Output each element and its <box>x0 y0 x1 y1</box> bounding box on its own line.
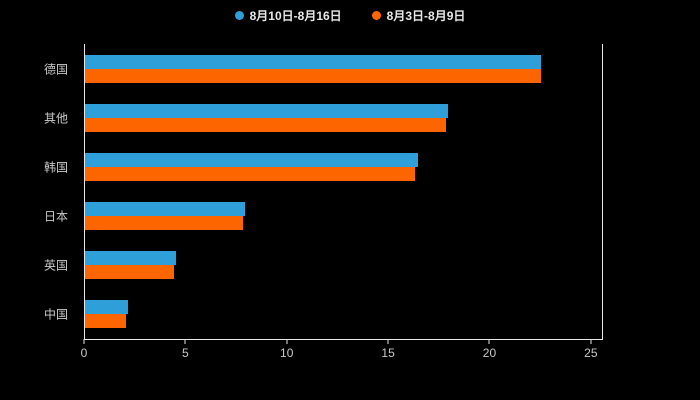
y-axis-category-labels: 德国其他韩国日本英国中国 <box>0 44 76 339</box>
x-axis-tick-mark <box>387 339 389 344</box>
bar-series-1 <box>85 265 175 280</box>
bar-group <box>85 44 602 93</box>
bar-series-1 <box>85 216 244 231</box>
y-axis-label: 韩国 <box>43 160 68 175</box>
bar-series-1 <box>85 68 542 83</box>
x-axis-tick-mark <box>184 339 186 344</box>
x-axis-tick-label: 15 <box>381 346 395 360</box>
bar-series-1 <box>85 166 416 181</box>
bar-series-0 <box>85 202 246 217</box>
y-axis-label: 英国 <box>43 258 68 273</box>
chart-legend: 8月10日-8月16日 8月3日-8月9日 <box>0 7 700 24</box>
legend-dot-icon <box>234 11 244 20</box>
legend-label: 8月3日-8月9日 <box>386 9 466 23</box>
bar-series-0 <box>85 54 542 69</box>
bar-group <box>85 142 602 191</box>
bar-series-0 <box>85 152 418 167</box>
y-axis-label: 中国 <box>43 307 68 322</box>
x-axis-tick-label: 20 <box>482 346 497 360</box>
bar-series-0 <box>85 103 448 118</box>
x-axis-tick-label: 0 <box>80 346 88 360</box>
bar-group <box>85 192 602 241</box>
x-axis-tick-mark <box>286 339 288 344</box>
y-axis-label: 日本 <box>43 209 68 224</box>
bar-series-1 <box>85 117 446 132</box>
bar-group <box>85 241 602 290</box>
legend-dot-icon <box>371 11 381 20</box>
bar-series-1 <box>85 314 126 329</box>
x-axis-tick-label: 5 <box>182 346 189 360</box>
y-axis-label: 其他 <box>43 111 68 126</box>
legend-item-series-0[interactable]: 8月10日-8月16日 <box>234 7 342 24</box>
x-axis-tick-mark <box>488 339 490 344</box>
x-axis-tick-label: 10 <box>280 346 294 360</box>
plot-area <box>84 44 603 340</box>
bar-series-0 <box>85 251 177 266</box>
x-axis-tick-mark <box>83 339 85 344</box>
x-axis: 0 5 10 15 20 25 <box>80 339 601 363</box>
bar-series-0 <box>85 300 128 315</box>
x-axis-tick-mark <box>590 339 592 344</box>
legend-item-series-1[interactable]: 8月3日-8月9日 <box>371 7 466 24</box>
x-axis-tick-label: 25 <box>584 346 598 360</box>
legend-label: 8月10日-8月16日 <box>249 9 342 23</box>
bar-group <box>85 290 602 339</box>
bar-group <box>85 93 602 142</box>
y-axis-label: 德国 <box>43 62 68 77</box>
